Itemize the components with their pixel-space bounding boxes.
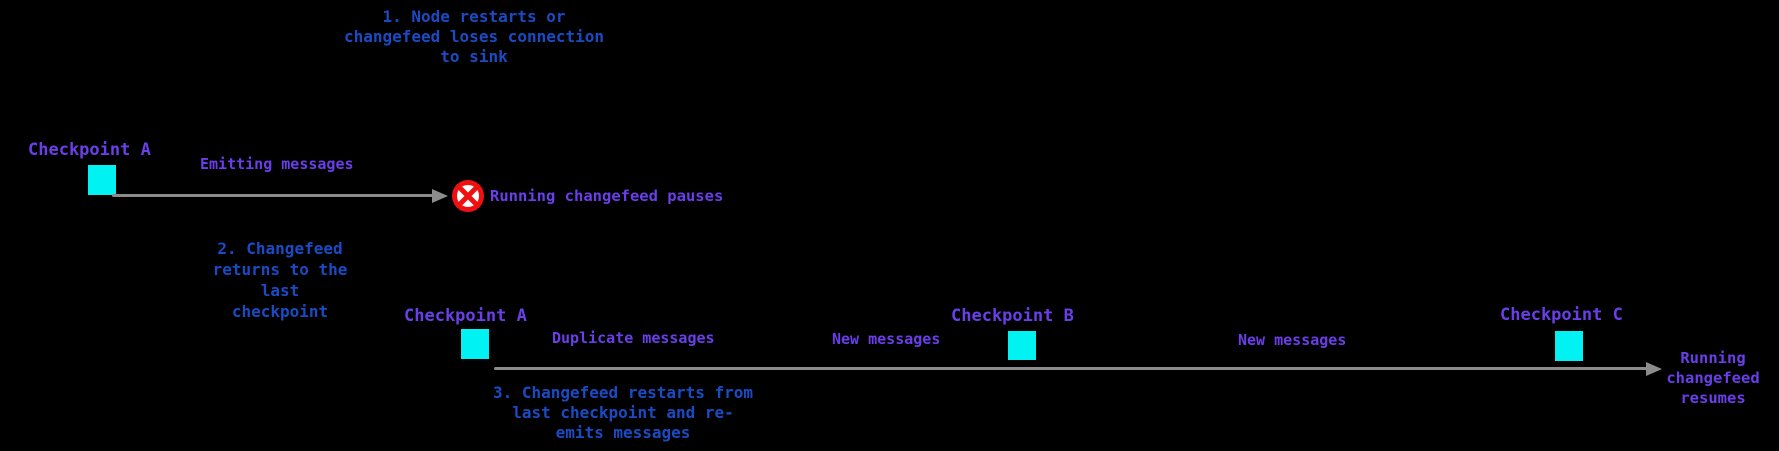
timeline1-arrowhead-icon — [432, 188, 448, 203]
checkpoint-a-label: Checkpoint A — [28, 140, 151, 160]
step3-note: 3. Changefeed restarts from last checkpo… — [492, 383, 754, 442]
timeline2-arrow-shaft — [494, 367, 1648, 370]
timeline1-arrow-shaft — [112, 194, 434, 197]
running-changefeed-pauses-label: Running changefeed pauses — [490, 187, 724, 205]
duplicate-messages-label: Duplicate messages — [552, 329, 715, 347]
checkpoint-b-label: Checkpoint B — [951, 306, 1074, 326]
checkpoint-a-label-2: Checkpoint A — [404, 306, 527, 326]
changefeed-paused-crossed-circle-icon — [452, 180, 484, 212]
checkpoint-c-label: Checkpoint C — [1500, 305, 1623, 325]
timeline2-arrowhead-icon — [1646, 361, 1662, 376]
step2-note: 2. Changefeed returns to the last checkp… — [212, 239, 348, 321]
new-messages-label-1: New messages — [832, 330, 941, 348]
new-messages-label-2: New messages — [1238, 331, 1347, 349]
running-changefeed-resumes-label: Running changefeed resumes — [1666, 349, 1760, 407]
step1-note: 1. Node restarts or changefeed loses con… — [343, 7, 605, 66]
checkpoint-a-marker-2 — [461, 329, 489, 359]
checkpoint-a-marker — [88, 165, 116, 195]
checkpoint-c-marker — [1555, 331, 1583, 361]
checkpoint-b-marker — [1008, 331, 1036, 360]
emitting-messages-label: Emitting messages — [200, 155, 354, 173]
